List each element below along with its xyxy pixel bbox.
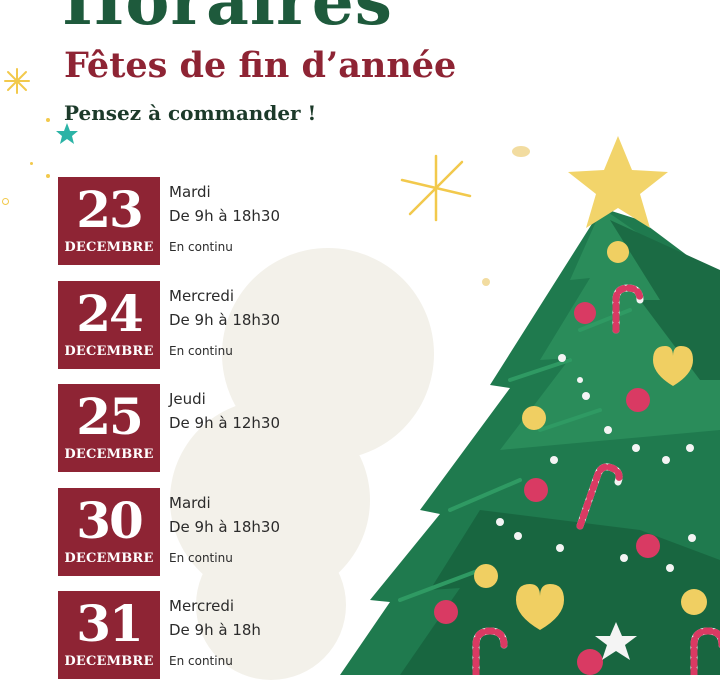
christmas-tree-illustration bbox=[340, 136, 720, 675]
opening-hours: De 9h à 12h30 bbox=[169, 414, 281, 432]
schedule-day: 25 DECEMBRE Jeudi De 9h à 12h30 bbox=[58, 384, 378, 472]
confetti-dot bbox=[512, 146, 530, 157]
background-blob bbox=[196, 530, 346, 680]
date-month: DECEMBRE bbox=[64, 447, 154, 462]
schedule-day: 23 DECEMBRE Mardi De 9h à 18h30 En conti… bbox=[58, 177, 378, 265]
weekday-label: Jeudi bbox=[169, 390, 206, 408]
date-number: 31 bbox=[76, 594, 144, 653]
weekday-label: Mercredi bbox=[169, 287, 235, 305]
snowflake-sparkle-icon bbox=[400, 154, 472, 222]
date-badge: 30 DECEMBRE bbox=[58, 488, 160, 576]
confetti-dot bbox=[46, 118, 50, 122]
hours-note: En continu bbox=[169, 240, 233, 254]
date-number: 24 bbox=[76, 284, 144, 343]
date-badge: 25 DECEMBRE bbox=[58, 384, 160, 472]
date-number: 23 bbox=[76, 180, 144, 239]
schedule-day: 30 DECEMBRE Mardi De 9h à 18h30 En conti… bbox=[58, 488, 378, 576]
heart-ornament bbox=[653, 346, 693, 386]
date-number: 25 bbox=[76, 387, 144, 446]
confetti-dot bbox=[30, 162, 33, 165]
date-number: 30 bbox=[76, 491, 144, 550]
weekday-label: Mercredi bbox=[169, 597, 235, 615]
hours-note: En continu bbox=[169, 344, 233, 358]
page-subtitle: Fêtes de fin d’année bbox=[64, 45, 457, 86]
hours-note: En continu bbox=[169, 654, 233, 668]
date-month: DECEMBRE bbox=[64, 551, 154, 566]
opening-hours: De 9h à 18h bbox=[169, 621, 261, 639]
date-badge: 31 DECEMBRE bbox=[58, 591, 160, 679]
schedule-day: 24 DECEMBRE Mercredi De 9h à 18h30 En co… bbox=[58, 281, 378, 369]
date-badge: 23 DECEMBRE bbox=[58, 177, 160, 265]
heart-ornament bbox=[516, 584, 564, 630]
opening-hours: De 9h à 18h30 bbox=[169, 311, 281, 329]
date-month: DECEMBRE bbox=[64, 240, 154, 255]
opening-hours: De 9h à 18h30 bbox=[169, 207, 281, 225]
date-month: DECEMBRE bbox=[64, 344, 154, 359]
confetti-dot bbox=[46, 174, 50, 178]
confetti-dot bbox=[482, 278, 490, 286]
date-badge: 24 DECEMBRE bbox=[58, 281, 160, 369]
hours-note: En continu bbox=[169, 551, 233, 565]
sparkle-icon bbox=[4, 68, 30, 94]
confetti-dot bbox=[130, 10, 135, 15]
order-reminder: Pensez à commander ! bbox=[64, 101, 317, 125]
tree-top-star-icon bbox=[568, 136, 668, 228]
confetti-dot bbox=[2, 198, 9, 205]
date-month: DECEMBRE bbox=[64, 654, 154, 669]
weekday-label: Mardi bbox=[169, 183, 211, 201]
opening-hours: De 9h à 18h30 bbox=[169, 518, 281, 536]
white-star-ornament bbox=[595, 622, 637, 660]
page-title: Horaires bbox=[62, 0, 393, 40]
teal-star-icon bbox=[56, 123, 78, 144]
weekday-label: Mardi bbox=[169, 494, 211, 512]
schedule-day: 31 DECEMBRE Mercredi De 9h à 18h En cont… bbox=[58, 591, 378, 679]
